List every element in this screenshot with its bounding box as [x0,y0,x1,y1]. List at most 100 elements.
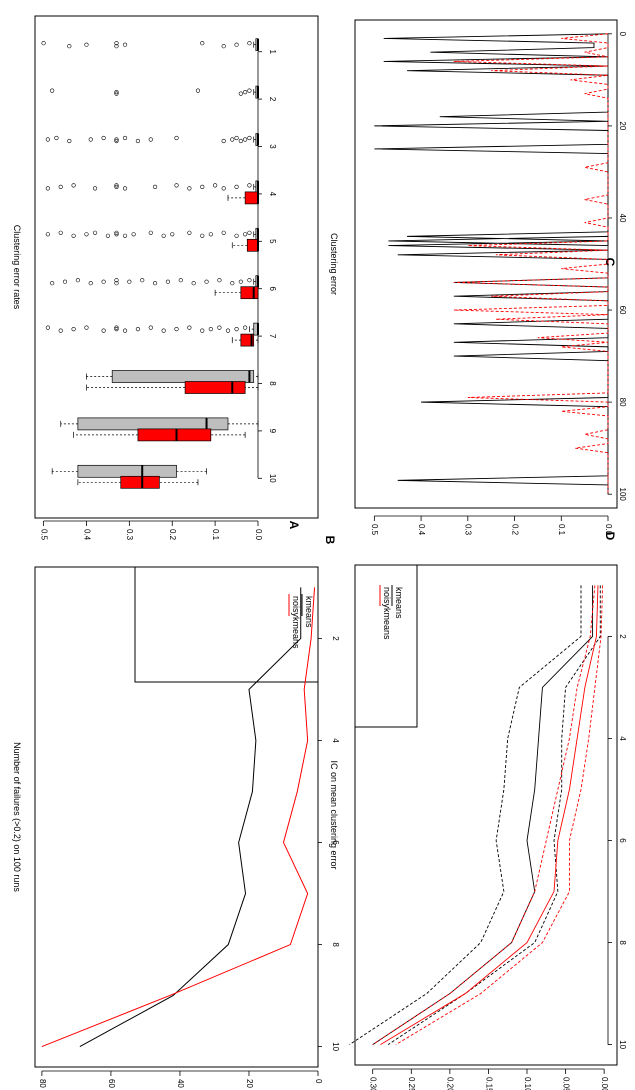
panel-b-ylabel: Number of failures (>0.2) on 100 runs [12,742,22,892]
a-noisy-8-box [184,381,246,394]
a-kmeans-4-outlier-2 [221,186,226,191]
a-noisy-9-box [137,428,212,442]
a-kmeans-4-outlier-6 [174,183,179,188]
b-xtick-label-4: 10 [331,1042,340,1051]
a-kmeans-1-outlier-6 [114,41,119,46]
a-kmeans-3-outlier-5 [221,138,226,144]
a-kmeans-5-outlier-18 [58,230,63,235]
a-kmeans-5-outlier-17 [71,233,76,238]
panel-d-x-axis: 2 4 6 8 10 [607,634,627,1050]
a-kmeans-6-outlier-4 [204,279,209,284]
a-kmeans-3-outlier-10 [114,137,119,142]
a-kmeans-7-outlier-12 [114,325,119,330]
c-xtick-label-1: 20 [618,121,627,130]
a-kmeans-7-outlier-4 [208,327,213,332]
d-series-kmeans-upper [349,585,582,1045]
a-kmeans-6-outlier-15 [75,278,80,283]
a-kmeans-1-outlier-9 [41,41,46,46]
panel-a-plot [41,38,259,489]
panel-c-plot [374,33,609,495]
panel-d-legend-box [354,564,418,728]
a-kmeans-1-outlier-4 [122,42,128,47]
panel-b-letter: B [323,536,337,545]
a-kmeans-5-outlier-8 [161,233,166,238]
a-xtick-label-3: 4 [268,192,277,197]
a-kmeans-7-outlier-6 [187,325,192,330]
a-kmeans-6-outlier-12 [114,278,119,283]
a-kmeans-3-outlier-8 [135,138,141,144]
c-series-kmeans [374,33,609,495]
b-ytick-label-2: 40 [176,1079,185,1088]
a-kmeans-2-outlier-4 [114,89,119,95]
a-kmeans-6-outlier-13 [101,279,106,284]
a-kmeans-1-outlier-1 [234,42,239,47]
a-kmeans-4-outlier-11 [92,186,98,191]
panel-b-x-axis: 2 4 6 8 10 [317,636,340,1052]
a-kmeans-7-outlier-7 [174,327,179,332]
a-kmeans-6-outlier-5 [191,281,196,286]
a-kmeans-5-outlier-15 [92,230,98,235]
a-kmeans-3-outlier-4 [230,137,235,142]
panel-a: A Clustering error rates 0.0 0.1 0.2 0.3 0.4… [12,15,319,541]
legend-b-kmeans-label: kmeans [304,596,314,628]
a-kmeans-5-outlier-12 [114,230,119,235]
d-series-noisykmeans [380,585,599,1045]
d-xtick-label-1: 4 [618,736,627,741]
a-kmeans-7-outlier-17 [58,328,63,333]
a-kmeans-3-outlier-3 [234,135,239,141]
a-kmeans-4-outlier-7 [152,184,158,189]
a-kmeans-10-box [77,464,177,478]
a-kmeans-7-outlier-10 [135,327,141,332]
a-kmeans-5-outlier-2 [234,233,239,238]
a-kmeans-4-outlier-8 [122,186,128,191]
a-kmeans-3-outlier-15 [54,135,59,141]
panel-b-legend: kmeans noisykmeans [288,594,314,649]
a-kmeans-2-outlier-6 [50,88,55,93]
a-kmeans-7-outlier-2 [225,328,231,333]
b-ytick-label-0: 0 [314,1079,323,1084]
panel-b-legend-box [134,566,319,683]
panel-c-letter: C [603,258,617,267]
c-series-noisykmeans [453,33,609,495]
a-xtick-label-1: 2 [268,97,277,102]
panel-a-x-axis: 1 2 3 4 5 6 7 8 9 10 [257,49,277,483]
a-kmeans-3-outlier-1 [243,137,248,142]
a-kmeans-5-outlier-13 [114,232,119,237]
d-ytick-label-0: 0.00 [600,1077,609,1090]
c-xtick-label-3: 60 [618,306,627,315]
a-kmeans-6-outlier-1 [238,279,243,284]
b-ytick-label-3: 60 [107,1079,116,1088]
panel-c-frame [354,19,618,509]
d-ytick-label-3: 0.15 [484,1077,493,1090]
a-kmeans-6-outlier-10 [127,279,132,284]
d-series-kmeans-lower [387,585,601,1045]
d-ytick-label-5: 0.25 [407,1077,416,1090]
c-ytick-label-5: 0.5 [370,524,379,536]
a-kmeans-5-outlier-14 [105,233,111,238]
c-xtick-label-4: 80 [618,398,627,407]
a-noisy-7-box [240,333,255,347]
a-kmeans-3-outlier-11 [114,138,119,144]
a-kmeans-7-outlier-1 [234,327,239,332]
a-kmeans-5-outlier-4 [208,232,213,237]
a-kmeans-6-outlier-6 [178,278,183,283]
panel-a-y-axis: 0.0 0.1 0.2 0.3 0.4 0.5 [39,520,263,541]
a-kmeans-6-outlier-17 [50,281,55,286]
c-xtick-label-5: 100 [618,488,627,502]
panel-c-ylabel: Clustering error [329,233,339,295]
a-kmeans-4-outlier-0 [247,183,252,188]
b-series-kmeans [79,587,302,1048]
d-xtick-label-0: 2 [618,634,627,639]
a-kmeans-1-outlier-0 [247,41,252,46]
d-series-noisykmeans-upper [372,585,596,1045]
panel-d-legend: kmeans noisykmeans [379,585,404,640]
c-xtick-label-2: 40 [618,214,627,223]
panel-b-y-axis: 0 20 40 60 80 [38,1070,323,1088]
a-kmeans-6-outlier-11 [114,281,119,286]
d-ytick-label-1: 0.05 [561,1077,570,1090]
panel-a-ylabel: Clustering error rates [12,225,22,310]
a-kmeans-7-outlier-18 [45,325,50,330]
a-kmeans-6-outlier-8 [152,281,158,286]
legend-d-kmeans-label: kmeans [394,587,404,619]
